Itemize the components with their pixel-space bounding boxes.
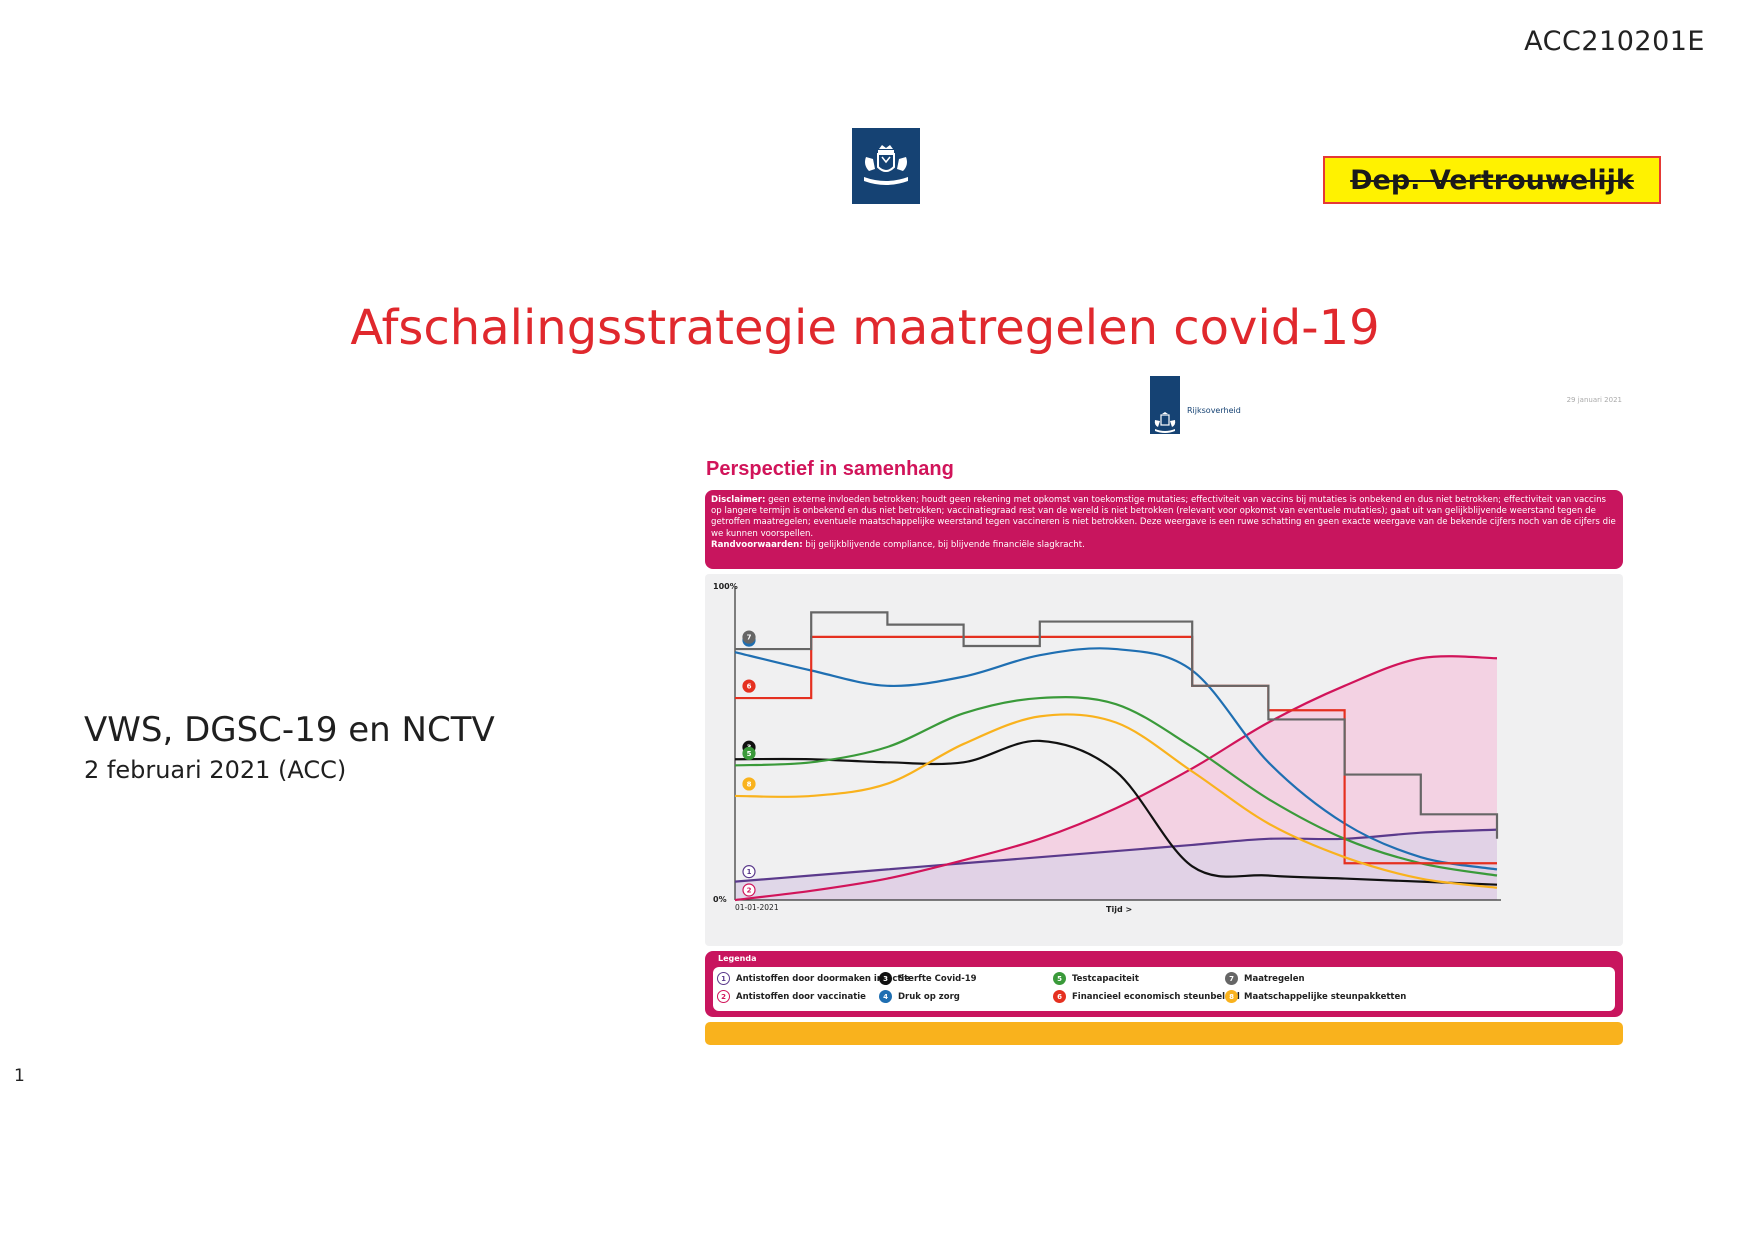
legend-label: Testcapaciteit — [1072, 973, 1139, 984]
legend-item: 2 Antistoffen door vaccinatie — [717, 990, 866, 1003]
series-line-3 — [734, 739, 1498, 886]
legend-item: 4 Druk op zorg — [879, 990, 960, 1003]
legend-label: Antistoffen door doormaken infectie — [736, 973, 911, 984]
coat-of-arms-icon — [864, 145, 908, 185]
conditions-label: Randvoorwaarden: — [711, 539, 803, 550]
series-marker-label-2: 2 — [747, 887, 752, 895]
rijksoverheid-logo-icon — [1150, 376, 1180, 434]
document-id: ACC210201E — [1524, 26, 1705, 57]
legend-number: 5 — [1053, 972, 1066, 985]
legend-item: 1 Antistoffen door doormaken infectie — [717, 972, 910, 985]
series-marker-1 — [742, 865, 756, 879]
slide-title: Perspectief in samenhang — [706, 458, 954, 480]
series-marker-2 — [742, 883, 756, 897]
legend-number: 7 — [1225, 972, 1238, 985]
y-top-label: 100% — [713, 582, 738, 591]
legend-number: 6 — [1053, 990, 1066, 1003]
disclaimer-label: Disclaimer: — [711, 495, 766, 505]
legend-number: 4 — [879, 990, 892, 1003]
y-bottom-label: 0% — [713, 895, 727, 904]
series-marker-label-8: 8 — [747, 780, 752, 788]
series-marker-label-7: 7 — [747, 634, 752, 642]
slide-date: 29 januari 2021 — [1566, 396, 1622, 404]
page-number: 1 — [14, 1066, 25, 1086]
embedded-slide: Rijksoverheid 29 januari 2021 Perspectie… — [700, 372, 1640, 1052]
series-marker-label-6: 6 — [747, 683, 752, 691]
legend: Legenda 1 Antistoffen door doormaken infe… — [705, 951, 1623, 1017]
legend-item: 7 Maatregelen — [1225, 972, 1305, 985]
page-title: Afschalingsstrategie maatregelen covid-1… — [350, 300, 1380, 356]
x-axis-label: Tijd > — [1106, 905, 1132, 914]
footer-bar — [705, 1022, 1623, 1045]
legend-label: Maatregelen — [1244, 973, 1305, 984]
series-marker-7 — [742, 630, 756, 644]
conditions-text: bij gelijkblijvende compliance, bij blij… — [805, 539, 1085, 550]
organisations: VWS, DGSC-19 en NCTV — [84, 710, 495, 750]
classification-label: Dep. Vertrouwelijk — [1323, 156, 1661, 204]
legend-number: 3 — [879, 972, 892, 985]
classification-text: Dep. Vertrouwelijk — [1350, 164, 1634, 196]
series-marker-6 — [742, 679, 756, 693]
series-marker-8 — [742, 777, 756, 791]
series-marker-5 — [742, 746, 756, 760]
series-fill-1 — [735, 829, 1497, 900]
coat-of-arms-small-icon — [1154, 412, 1176, 433]
legend-label: Financieel economisch steunbeleid — [1072, 991, 1240, 1002]
rijksoverheid-emblem — [852, 128, 920, 204]
series-marker-label-5: 5 — [747, 750, 752, 758]
document-date: 2 februari 2021 (ACC) — [84, 756, 347, 784]
legend-item: 6 Financieel economisch steunbeleid — [1053, 990, 1240, 1003]
legend-item: 3 Sterfte Covid-19 — [879, 972, 977, 985]
rijksoverheid-wordmark: Rijksoverheid — [1187, 406, 1241, 415]
series-line-5 — [734, 696, 1498, 877]
disclaimer-text: geen externe invloeden betrokken; houdt … — [711, 495, 1616, 539]
series-marker-label-1: 1 — [747, 868, 752, 876]
legend-number: 8 — [1225, 990, 1238, 1003]
legend-items: 1 Antistoffen door doormaken infectie 2 Ant… — [713, 967, 1615, 1011]
series-line-2 — [734, 655, 1498, 902]
legend-label: Maatschappelijke steunpakketten — [1244, 991, 1407, 1002]
legend-item: 8 Maatschappelijke steunpakketten — [1225, 990, 1406, 1003]
disclaimer-box: Disclaimer: geen externe invloeden betro… — [705, 490, 1623, 569]
x-start-label: 01-01-2021 — [735, 903, 779, 912]
legend-item: 5 Testcapaciteit — [1053, 972, 1139, 985]
legend-label: Sterfte Covid-19 — [898, 973, 977, 984]
series-line-4 — [734, 647, 1498, 871]
series-line-8 — [734, 713, 1498, 889]
legend-label: Antistoffen door vaccinatie — [736, 991, 866, 1002]
series-line-7 — [735, 611, 1499, 839]
legend-number: 1 — [717, 972, 730, 985]
legend-number: 2 — [717, 990, 730, 1003]
legend-title: Legenda — [718, 954, 757, 963]
legend-label: Druk op zorg — [898, 991, 960, 1002]
